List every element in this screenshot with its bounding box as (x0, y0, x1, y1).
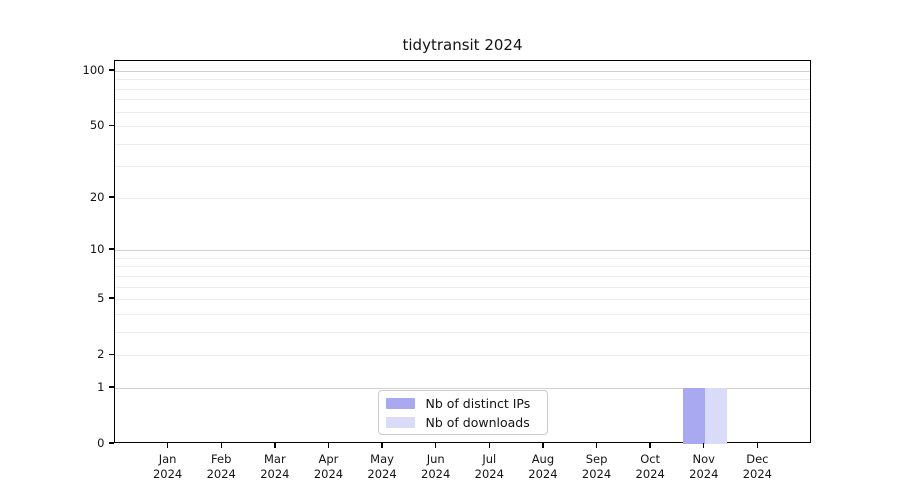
x-tick (703, 443, 705, 448)
x-tick-label-line: 2024 (421, 466, 451, 481)
y-tick-label: 50 (89, 118, 105, 133)
gridline-minor (115, 143, 810, 145)
x-tick-label-line: 2024 (742, 466, 773, 481)
x-tick-label-line: 2024 (260, 466, 290, 481)
y-tick-label: 20 (89, 189, 105, 204)
y-tick (108, 124, 114, 126)
gridline-minor (115, 275, 810, 277)
x-tick (166, 443, 169, 448)
legend: Nb of distinct IPs Nb of downloads (377, 390, 548, 435)
x-tick-label-line: Aug (531, 452, 555, 466)
gridline-minor (115, 313, 810, 315)
x-tick-label: Jul 2024 (458, 452, 520, 481)
legend-entry-downloads: Nb of downloads (385, 414, 539, 430)
y-tick (108, 69, 114, 71)
y-tick-label: 1 (97, 379, 105, 394)
y-tick (108, 353, 114, 355)
y-tick (108, 297, 114, 299)
y-tick-label: 0 (97, 436, 105, 450)
gridline-minor (115, 257, 810, 259)
x-tick-label-line: Apr (318, 452, 339, 466)
gridline-minor (115, 299, 810, 301)
x-tick (649, 443, 651, 448)
x-tick-label: Aug 2024 (512, 452, 574, 481)
gridline-minor (115, 355, 810, 357)
y-tick (108, 248, 114, 250)
x-tick-label: Jan 2024 (137, 452, 199, 481)
bar-nb-of-downloads (704, 387, 727, 444)
x-tick (756, 443, 759, 448)
x-tick-label-line: 2024 (635, 466, 665, 481)
y-tick-label: 100 (82, 63, 105, 77)
y-tick (108, 196, 114, 198)
legend-entry-distinct-ips: Nb of distinct IPs (385, 395, 539, 411)
x-tick-label-line: 2024 (206, 466, 236, 481)
gridline-minor (115, 166, 810, 168)
gridline-minor (115, 197, 810, 199)
x-tick (327, 443, 330, 448)
legend-swatch-distinct-ips (385, 397, 415, 409)
x-tick-label-line: 2024 (689, 466, 719, 481)
gridline-minor (115, 88, 810, 90)
legend-label-distinct-ips: Nb of distinct IPs (425, 395, 531, 411)
x-tick-label-line: 2024 (313, 466, 344, 481)
x-tick-label: Dec 2024 (726, 452, 788, 481)
gridline-major (115, 387, 810, 389)
x-tick-label-line: Jun (426, 452, 445, 466)
gridline-minor (115, 111, 810, 113)
x-tick (542, 443, 544, 448)
legend-label-downloads: Nb of downloads (425, 414, 530, 430)
x-tick-label-line: Nov (692, 452, 715, 466)
x-tick-label: Nov 2024 (673, 452, 735, 481)
x-tick (434, 443, 437, 448)
x-tick-label: Apr 2024 (297, 452, 359, 481)
x-tick-label: Oct 2024 (619, 452, 681, 481)
x-tick-label-line: Sep (585, 452, 608, 466)
legend-swatch-downloads (385, 416, 415, 428)
gridline-minor (115, 266, 810, 268)
x-tick-label-line: 2024 (367, 466, 397, 481)
gridline-major (115, 71, 810, 72)
y-tick-label: 10 (89, 242, 105, 257)
x-tick-label-line: Oct (640, 452, 661, 466)
gridline-minor (115, 79, 810, 81)
plot-area: Nb of distinct IPs Nb of downloads (114, 60, 811, 444)
x-tick-label: Feb 2024 (190, 452, 252, 481)
x-tick (220, 443, 222, 448)
x-tick-label-line: May (370, 452, 394, 466)
x-tick-label-line: Feb (211, 452, 232, 466)
gridline-minor (115, 286, 810, 288)
gridline-minor (115, 331, 810, 333)
gridline-major (115, 250, 810, 252)
x-tick-label-line: 2024 (581, 466, 612, 481)
x-tick-label-line: 2024 (474, 466, 504, 481)
x-tick-label-line: Jan (158, 452, 177, 466)
gridline-minor (115, 126, 810, 128)
x-tick (488, 443, 490, 448)
y-tick (108, 442, 114, 444)
x-tick-label-line: 2024 (528, 466, 558, 481)
x-tick-label: Jun 2024 (405, 452, 467, 481)
y-tick (108, 386, 114, 388)
y-tick-label: 5 (97, 291, 105, 306)
gridline-minor (115, 99, 810, 101)
x-tick-label: May 2024 (351, 452, 413, 481)
y-tick-label: 2 (97, 347, 105, 362)
x-tick-label-line: Jul (482, 452, 497, 466)
x-tick-label: Sep 2024 (566, 452, 628, 481)
x-tick-label-line: 2024 (152, 466, 183, 481)
x-tick (274, 443, 276, 448)
chart-title: tidytransit 2024 (402, 36, 523, 54)
x-tick-label-line: Mar (263, 452, 286, 466)
x-tick-label: Mar 2024 (244, 452, 306, 481)
x-tick (381, 443, 383, 448)
bar-nb-of-distinct-ips (682, 387, 705, 444)
x-tick-label-line: Dec (746, 452, 769, 466)
x-tick (595, 443, 598, 448)
